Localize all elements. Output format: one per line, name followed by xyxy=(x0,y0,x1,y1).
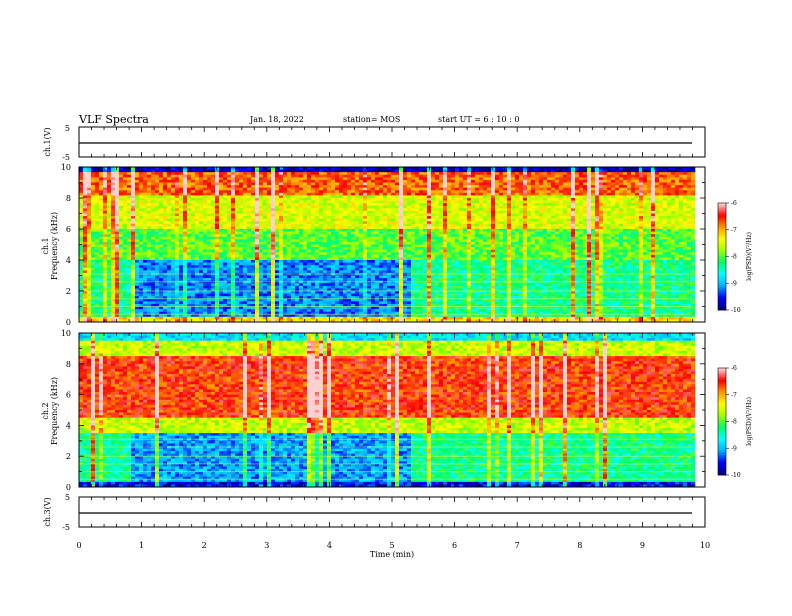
ch1-colorbar-tick-3: -9 xyxy=(731,280,737,287)
ch3-ytick-bottom: -5 xyxy=(62,523,70,532)
chart-title: VLF Spectra xyxy=(78,113,149,126)
ch2-freq-tick-5: 10 xyxy=(61,329,71,338)
ch2-colorbar: -6 -7 -8 -9 -10 log(PSD)(V²/Hz) xyxy=(718,365,753,479)
ch3-voltage-ylabel: ch.3(V) xyxy=(43,497,52,526)
station-label: station= MOS xyxy=(343,115,400,124)
x-tick-label-7: 7 xyxy=(515,541,520,550)
x-tick-label-1: 1 xyxy=(139,541,144,550)
ch1-spectrogram xyxy=(79,167,695,322)
ch1-colorbar-label: log(PSD)(V²/Hz) xyxy=(746,232,753,281)
x-tick-label-8: 8 xyxy=(577,541,582,550)
x-tick-label-2: 2 xyxy=(202,541,207,550)
ch2-freq-tick-2: 4 xyxy=(66,421,71,430)
ch1-colorbar-tick-0: -6 xyxy=(731,200,737,207)
ch1-colorbar-tick-2: -8 xyxy=(731,254,737,261)
x-tick-label-4: 4 xyxy=(327,541,332,550)
ch2-colorbar-tick-0: -6 xyxy=(731,365,737,372)
ch1-spectrogram-ylabel: ch.1Frequency (kHz) xyxy=(41,212,59,280)
ch2-colorbar-tick-4: -10 xyxy=(731,472,741,479)
ch1-colorbar-tick-4: -10 xyxy=(731,307,741,314)
ch1-freq-tick-2: 4 xyxy=(66,256,71,265)
ch1-ytick-bottom: -5 xyxy=(62,153,70,162)
ch1-colorbar: -6 -7 -8 -9 -10 log(PSD)(V²/Hz) xyxy=(718,200,753,314)
ch3-ytick-top: 5 xyxy=(65,493,70,502)
x-tick-label-9: 9 xyxy=(640,541,645,550)
x-tick-label-6: 6 xyxy=(452,541,457,550)
date-label: Jan. 18, 2022 xyxy=(249,115,304,124)
x-tick-label-0: 0 xyxy=(76,541,81,550)
ch1-ytick-top: 5 xyxy=(65,124,70,133)
x-tick-label-3: 3 xyxy=(264,541,269,550)
ch1-voltage-ylabel: ch.1(V) xyxy=(43,127,52,156)
ch2-freq-tick-3: 6 xyxy=(66,391,71,400)
ch1-freq-tick-4: 8 xyxy=(66,194,71,203)
ch1-colorbar-tick-1: -7 xyxy=(731,227,737,234)
ch2-colorbar-tick-2: -8 xyxy=(731,419,737,426)
ch2-freq-tick-4: 8 xyxy=(66,360,71,369)
ch1-freq-tick-5: 10 xyxy=(61,163,71,172)
ch1-freq-tick-0: 0 xyxy=(66,318,71,327)
start-ut-label: start UT = 6 : 10 : 0 xyxy=(438,115,519,124)
x-tick-label-10: 10 xyxy=(700,541,710,550)
ch1-freq-tick-3: 6 xyxy=(66,225,71,234)
ch2-colorbar-tick-3: -9 xyxy=(731,445,737,452)
x-axis-label: Time (min) xyxy=(370,550,414,559)
ch2-spectrogram xyxy=(79,333,695,487)
x-tick-label-5: 5 xyxy=(389,541,394,550)
ch2-colorbar-label: log(PSD)(V²/Hz) xyxy=(746,397,753,446)
ch2-spectrogram-ylabel: ch.2Frequency (kHz) xyxy=(41,377,59,445)
ch2-freq-tick-0: 0 xyxy=(66,483,71,492)
ch2-freq-tick-1: 2 xyxy=(66,452,71,461)
ch1-freq-tick-1: 2 xyxy=(66,287,71,296)
ch2-colorbar-tick-1: -7 xyxy=(731,392,737,399)
